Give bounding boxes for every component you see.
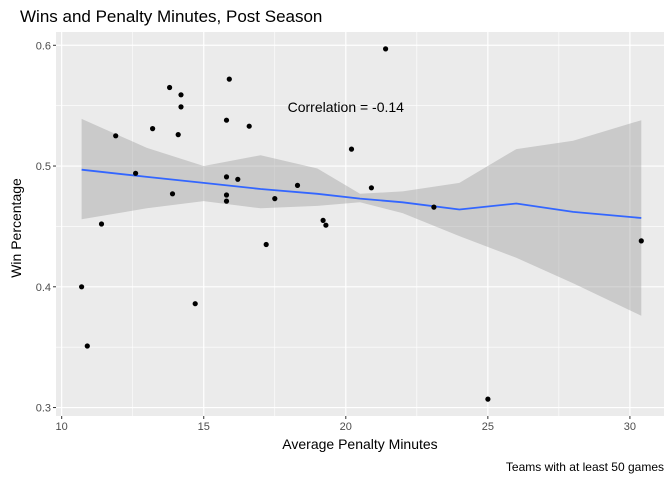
trend-line: [81, 168, 642, 219]
data-point: [192, 301, 198, 307]
data-point: [235, 176, 241, 182]
data-point: [320, 217, 326, 223]
confidence-band: [81, 118, 642, 316]
data-point: [223, 117, 230, 123]
data-point: [133, 170, 139, 176]
data-point: [150, 126, 156, 132]
data-point: [113, 133, 119, 139]
data-point: [323, 222, 329, 228]
data-point: [272, 196, 278, 202]
data-point: [348, 146, 355, 152]
data-point: [178, 104, 184, 110]
data-point: [368, 185, 374, 191]
y-tick-label: 0.5: [36, 161, 51, 173]
y-tick-label: 0.3: [36, 403, 51, 415]
data-point: [294, 182, 301, 188]
data-point: [167, 84, 173, 91]
data-point: [246, 123, 252, 129]
x-tick-label: 15: [198, 421, 210, 433]
x-tick-label: 10: [56, 421, 68, 433]
data-point: [485, 396, 491, 402]
x-axis-label: Average Penalty Minutes: [282, 436, 438, 452]
data-point: [226, 76, 232, 82]
data-point: [98, 221, 105, 227]
data-point: [223, 192, 230, 198]
chart-caption: Teams with at least 50 games: [505, 460, 664, 474]
data-point: [79, 284, 85, 290]
chart-title: Wins and Penalty Minutes, Post Season: [20, 7, 323, 26]
plot-panel: [56, 32, 664, 416]
x-tick-label: 20: [340, 421, 352, 433]
y-axis-label: Win Percentage: [8, 178, 24, 278]
y-tick-label: 0.4: [36, 282, 51, 294]
data-point: [178, 92, 184, 98]
data-point: [169, 191, 176, 197]
data-point: [223, 174, 230, 180]
data-point: [84, 343, 90, 349]
x-tick-label: 30: [624, 421, 636, 433]
data-point: [263, 241, 269, 248]
y-tick-label: 0.6: [36, 40, 51, 52]
x-tick-label: 25: [482, 421, 494, 433]
data-point: [383, 46, 389, 52]
data-point: [175, 132, 181, 138]
data-point: [638, 238, 644, 244]
correlation-annotation: Correlation = -0.14: [288, 99, 405, 115]
data-point: [431, 204, 437, 210]
data-point: [223, 198, 230, 204]
